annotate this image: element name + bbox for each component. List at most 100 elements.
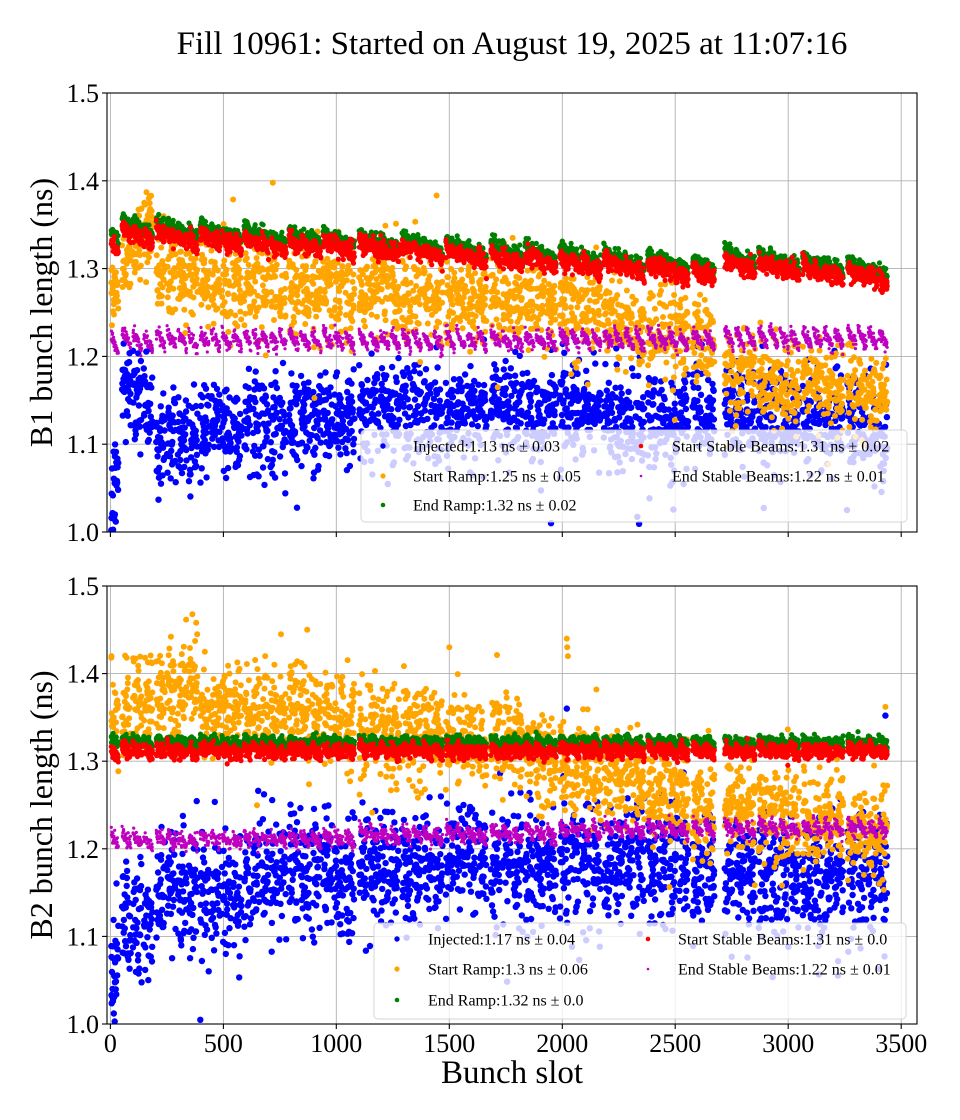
b1-injected-point [279, 359, 287, 367]
b1-start-ramp-point [481, 295, 488, 302]
b1-start-ramp-point [732, 423, 739, 429]
b1-start-ramp-point [723, 390, 730, 397]
b1-start-ramp-point [726, 407, 733, 414]
b1-injected-point [147, 400, 154, 407]
b1-start-ramp-point [451, 269, 458, 276]
b1-injected-point [512, 348, 519, 355]
b1-injected-point [254, 427, 261, 435]
b1-injected-point [245, 365, 253, 372]
b1-injected-point [405, 414, 412, 421]
b1-start-ramp-point [568, 371, 575, 378]
b1-injected-point [227, 439, 234, 447]
b1-start-ramp-point [271, 317, 277, 323]
b1-injected-point [145, 407, 152, 415]
b1-injected-point [488, 414, 495, 421]
b1-start-ramp-point [603, 310, 610, 317]
b1-start-ramp-point [407, 318, 414, 325]
b1-start-ramp-point [172, 306, 179, 313]
b1-start-ramp-point [852, 367, 859, 374]
b1-injected-point [203, 429, 210, 436]
b1-injected-point [629, 423, 636, 431]
b1-injected-point [243, 446, 250, 453]
b1-start-ramp-point [818, 369, 825, 376]
b1-injected-point [148, 384, 155, 391]
b1-start-ramp-point [336, 299, 343, 306]
b1-injected-point [881, 423, 889, 431]
b1-injected-point [157, 480, 165, 487]
b1-start-ramp-point [606, 320, 612, 327]
b1-injected-point [404, 396, 411, 403]
b1-start-ramp-point [415, 296, 422, 302]
b1-injected-point [261, 481, 268, 489]
b1-injected-point [197, 402, 205, 410]
b1-injected-point [513, 379, 520, 387]
b1-injected-point [298, 439, 306, 446]
b1-start-ramp-point [736, 405, 743, 412]
b1-start-ramp-point [221, 299, 228, 306]
b1-start-ramp-point [785, 415, 792, 422]
b1-injected-point [457, 378, 464, 385]
b1-injected-point [481, 390, 488, 397]
b1-injected-point [180, 437, 188, 444]
b1-start-ramp-point [115, 305, 122, 312]
b1-start-ramp-point [312, 258, 319, 265]
b1-start-ramp-point [241, 298, 248, 304]
b1-injected-point [203, 474, 210, 481]
b1-start-ramp-point [482, 302, 488, 308]
b1-start-ramp-point [253, 255, 260, 261]
b1-injected-point [530, 377, 538, 385]
b1-injected-point [496, 376, 504, 384]
b1-start-ramp-point [315, 306, 322, 313]
b1-start-ramp-point [649, 292, 656, 299]
b1-start-ramp-point [382, 317, 389, 324]
b1-start-ramp-point [115, 298, 122, 305]
b1-injected-point [285, 411, 293, 419]
b1-injected-point [297, 389, 304, 396]
b1-start-ramp-point [413, 283, 420, 289]
b1-start-ramp-point [691, 350, 698, 356]
b1-start-ramp-point [332, 304, 338, 311]
b1-injected-point [356, 362, 363, 369]
b1-injected-point [339, 417, 347, 425]
b1-injected-point [145, 436, 152, 444]
b1-injected-point [208, 393, 215, 400]
b1-injected-point [273, 409, 280, 416]
b1-start-ramp-point [584, 381, 591, 388]
b1-start-ramp-point [705, 371, 711, 378]
b1-injected-point [201, 437, 208, 444]
b1-start-ramp-point [623, 287, 630, 294]
b1-start-ramp-point [127, 280, 134, 287]
b1-injected-point [337, 451, 344, 458]
b1-start-ramp-point [873, 359, 880, 366]
b1-start-ramp-point [281, 295, 288, 301]
b1-start-ramp-point [804, 408, 811, 415]
figure-title: Fill 10961: Started on August 19, 2025 a… [177, 26, 848, 62]
b1-start-ramp-point [459, 276, 466, 283]
b1-start-ramp-point [158, 300, 165, 307]
b1-start-ramp-point [794, 385, 801, 392]
b1-injected-point [709, 397, 717, 404]
b1-start-ramp-point [225, 291, 232, 298]
b1-start-ramp-point [208, 247, 215, 254]
b1-start-ramp-point [192, 255, 199, 262]
b1-injected-point [244, 430, 251, 437]
b1-injected-point [697, 391, 705, 398]
b1-start-ramp-point [677, 348, 683, 355]
b1-start-ramp-point [236, 287, 243, 294]
b1-injected-point [756, 415, 763, 422]
b1-start-ramp-point [529, 307, 536, 314]
b1-injected-point [482, 413, 490, 421]
b1-start-ramp-point [730, 382, 737, 389]
b1-injected-point [548, 371, 556, 379]
b1-injected-point [182, 431, 189, 438]
b1-start-ramp-point [640, 309, 647, 316]
b1-start-ramp-point [252, 278, 259, 285]
b1-injected-point [443, 419, 450, 427]
b1-injected-point [250, 405, 257, 413]
b1-injected-point [683, 395, 690, 402]
b1-injected-point [393, 378, 400, 385]
b1-injected-point [305, 379, 312, 386]
b1-start-ramp-point [327, 281, 334, 288]
b1-start-ramp-point [733, 412, 740, 419]
